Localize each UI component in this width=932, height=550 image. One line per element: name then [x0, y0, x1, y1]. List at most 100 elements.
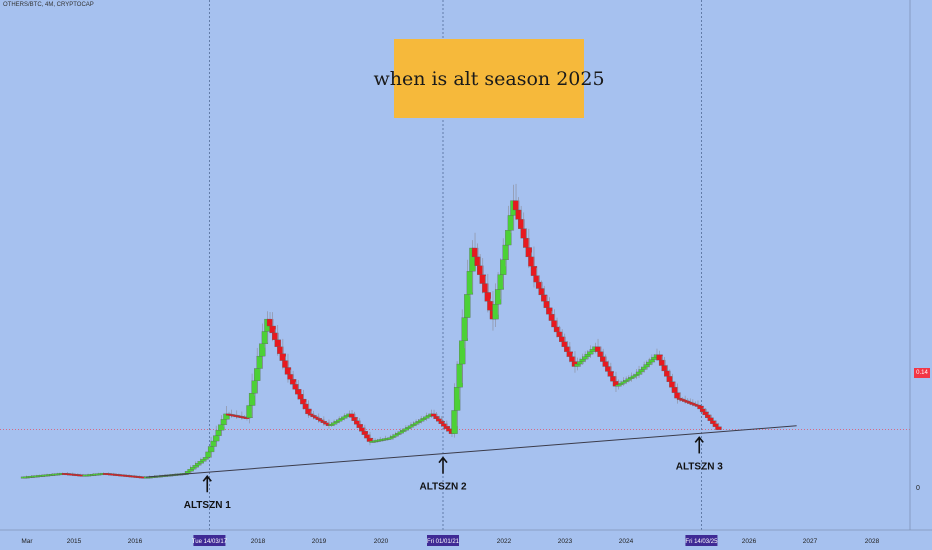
highlight-label: Fri 14/03/25 — [685, 539, 718, 545]
candle-down — [525, 247, 532, 258]
candle-down — [305, 408, 312, 415]
candle-up — [259, 343, 266, 357]
highlight-label: Fri 01/01/21 — [427, 539, 460, 545]
candle-down — [295, 389, 302, 395]
candle-down — [292, 384, 299, 390]
candle-down — [474, 256, 481, 266]
candle-down — [661, 365, 668, 372]
candle-down — [658, 359, 666, 366]
candle-down — [671, 387, 679, 393]
candle-down — [320, 421, 327, 423]
candle-down — [274, 339, 281, 347]
candle-down — [438, 421, 445, 424]
candle-up — [195, 463, 202, 466]
altszn-arrowhead-1 — [202, 474, 212, 482]
candle-down — [484, 292, 491, 302]
altszn-label-3: ALTSZN 3 — [676, 461, 723, 472]
time-label: 2023 — [558, 538, 573, 545]
candle-down — [315, 418, 322, 420]
candle-up — [615, 384, 622, 387]
candle-down — [361, 431, 368, 435]
candle-up — [643, 364, 650, 368]
candle-down — [282, 360, 289, 368]
candle-down — [482, 283, 489, 293]
candle-down — [269, 325, 276, 334]
candle-up — [261, 331, 269, 344]
candle-up — [423, 416, 430, 419]
candle-down — [323, 422, 330, 425]
candle-down — [553, 326, 561, 333]
candle-up — [628, 377, 635, 380]
candle-down — [279, 353, 286, 361]
candle-down — [705, 414, 712, 419]
candle-down — [543, 301, 550, 308]
candle-down — [715, 426, 722, 430]
candle-up — [617, 383, 625, 385]
time-label: Mar — [21, 538, 33, 545]
candle-up — [192, 465, 199, 468]
support-trendline — [145, 425, 797, 478]
candle-up — [584, 354, 591, 357]
highlight-label-bg — [427, 535, 459, 546]
candle-up — [392, 434, 399, 437]
candle-down — [289, 379, 297, 385]
altszn-label-2: ALTSZN 2 — [419, 482, 466, 493]
candle-up — [254, 368, 261, 381]
candle-up — [184, 471, 192, 474]
candle-down — [551, 320, 558, 328]
candle-up — [633, 374, 640, 377]
candle-up — [395, 433, 402, 435]
candle-down — [307, 413, 315, 416]
candle-down — [607, 371, 614, 377]
candle-up — [330, 422, 338, 425]
candle-up — [625, 378, 632, 381]
candle-up — [451, 410, 458, 434]
candle-up — [328, 424, 335, 426]
candle-up — [630, 375, 638, 378]
candle-down — [656, 354, 663, 361]
candle-down — [436, 418, 443, 422]
candle-up — [333, 421, 340, 423]
candle-up — [418, 419, 425, 422]
candle-down — [364, 434, 371, 439]
candle-up — [459, 340, 466, 365]
candle-down — [600, 356, 607, 362]
candle-up — [389, 435, 397, 438]
time-label: 2020 — [374, 538, 389, 545]
candle-down — [666, 376, 673, 382]
candle-down — [605, 366, 612, 372]
candle-up — [336, 419, 343, 422]
candle-up — [215, 430, 222, 436]
candle-down — [310, 415, 317, 418]
candle-down — [477, 265, 484, 275]
candle-down — [569, 356, 576, 362]
candle-down — [277, 346, 284, 354]
candle-up — [494, 289, 502, 305]
title-box: when is alt season 2025 — [373, 39, 605, 118]
candle-up — [410, 424, 417, 426]
time-label: 2024 — [619, 538, 634, 545]
candle-down — [356, 424, 363, 428]
candle-down — [272, 332, 279, 340]
candle-up — [582, 356, 589, 360]
candle-down — [561, 341, 568, 347]
candle-up — [646, 361, 653, 365]
candle-down — [707, 417, 714, 421]
candle-up — [248, 393, 256, 406]
current-price-tag: 0.14 — [914, 368, 930, 378]
candle-down — [699, 408, 707, 413]
candle-down — [287, 374, 294, 380]
candle-down — [266, 318, 274, 327]
candle-down — [674, 392, 681, 399]
candle-up — [251, 380, 258, 394]
candle-down — [479, 274, 486, 284]
candle-up — [587, 351, 594, 355]
candle-up — [415, 421, 422, 423]
candle-up — [420, 418, 427, 420]
candle-down — [546, 307, 553, 315]
candle-up — [207, 446, 215, 453]
candle-down — [297, 393, 304, 400]
candle-down — [566, 351, 573, 357]
candle-down — [664, 370, 671, 377]
